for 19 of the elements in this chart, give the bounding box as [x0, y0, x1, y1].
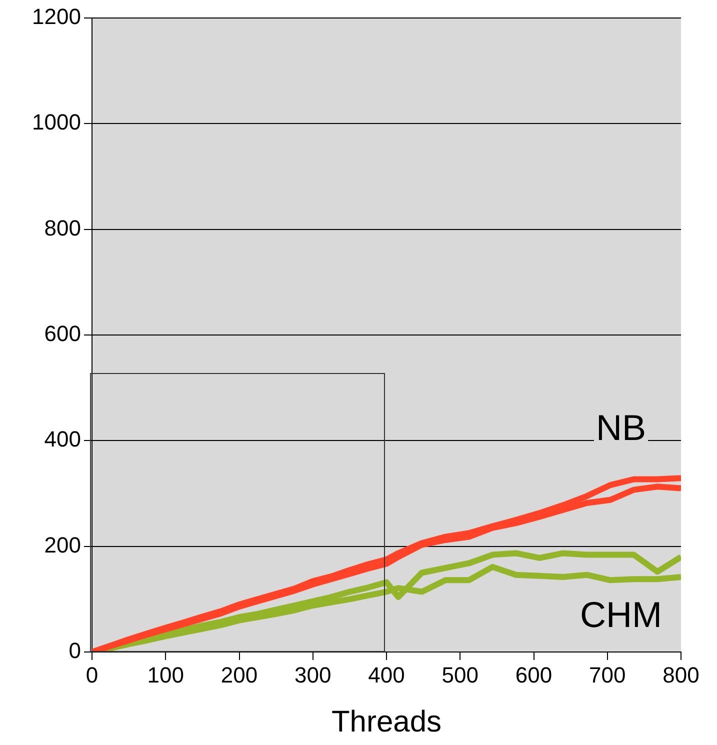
x-tick-label: 500	[442, 662, 478, 688]
x-tick-label: 0	[86, 662, 98, 688]
x-tick-label: 700	[589, 662, 626, 688]
x-tick-label: 200	[220, 662, 258, 688]
x-axis-title: Threads	[331, 705, 442, 738]
series-label: NB	[596, 407, 646, 448]
x-tick-label: 100	[147, 662, 184, 688]
x-tick-label: 300	[294, 662, 332, 688]
x-tick-label: 600	[515, 662, 552, 688]
y-tick-label: 600	[44, 321, 81, 346]
y-tick-label: 400	[44, 426, 81, 452]
y-tick-label: 0	[68, 638, 81, 664]
x-tick-label: 800	[662, 662, 700, 688]
y-tick-label: 800	[44, 215, 81, 240]
y-tick-label: 1000	[32, 110, 81, 135]
series-label: CHM	[580, 594, 662, 635]
y-tick-label: 1200	[32, 4, 81, 30]
x-tick-label: 400	[368, 662, 405, 688]
y-tick-label: 200	[44, 532, 81, 558]
